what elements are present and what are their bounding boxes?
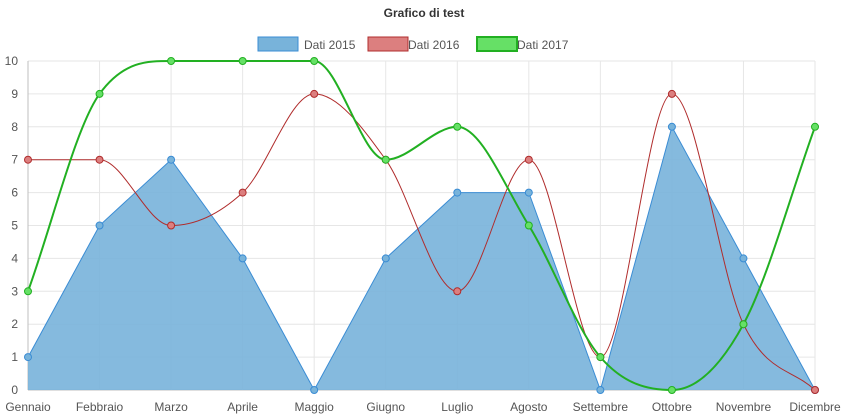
x-tick-label: Ottobre xyxy=(652,400,692,414)
series-dati-2016-line xyxy=(28,93,816,391)
legend-label: Dati 2015 xyxy=(304,38,356,52)
legend-label: Dati 2016 xyxy=(408,38,460,52)
x-tick-label: Novembre xyxy=(716,400,772,414)
series-dati-2015-point[interactable] xyxy=(667,122,676,131)
series-dati-2015-point[interactable] xyxy=(524,188,533,197)
series-dati-2016-point[interactable] xyxy=(24,155,32,164)
series-dati-2017-line xyxy=(27,59,816,392)
x-tick-label: Luglio xyxy=(441,400,473,414)
legend-item-dati-2015[interactable]: Dati 2015 xyxy=(257,36,356,52)
y-tick-label: 4 xyxy=(11,251,18,265)
series-dati-2017-point[interactable] xyxy=(310,57,319,65)
legend-label: Dati 2017 xyxy=(517,38,569,52)
series-dati-2015-point[interactable] xyxy=(381,254,390,263)
y-tick-label: 8 xyxy=(11,120,18,134)
x-tick-label: Maggio xyxy=(295,400,335,414)
series-dati-2016-point[interactable] xyxy=(167,221,176,230)
y-tick-label: 5 xyxy=(11,219,18,233)
series-dati-2017-point[interactable] xyxy=(739,320,748,329)
series-dati-2015-point[interactable] xyxy=(453,188,462,197)
x-tick-label: Aprile xyxy=(227,400,258,414)
y-tick-label: 9 xyxy=(11,87,18,101)
series-dati-2017-point[interactable] xyxy=(381,155,390,164)
legend-swatch xyxy=(367,36,409,52)
x-tick-label: Settembre xyxy=(573,400,629,414)
series-dati-2017-point[interactable] xyxy=(667,386,676,394)
x-tick-label: Dicembre xyxy=(789,400,841,414)
series-dati-2016-point[interactable] xyxy=(453,287,462,296)
y-tick-label: 0 xyxy=(11,383,18,397)
legend-item-dati-2016[interactable]: Dati 2016 xyxy=(367,36,460,52)
series-dati-2017-point[interactable] xyxy=(167,57,176,65)
y-tick-label: 10 xyxy=(5,54,19,68)
series-dati-2017-point[interactable] xyxy=(95,89,104,98)
legend-swatch xyxy=(476,36,518,52)
x-tick-label: Giugno xyxy=(366,400,405,414)
series-dati-2015-point[interactable] xyxy=(310,386,319,394)
x-tick-label: Gennaio xyxy=(5,400,51,414)
series-dati-2017-point[interactable] xyxy=(524,221,533,230)
y-tick-label: 1 xyxy=(11,350,18,364)
series-dati-2017-point[interactable] xyxy=(453,122,462,131)
x-tick-label: Agosto xyxy=(510,400,548,414)
series-dati-2015-area xyxy=(28,126,815,391)
series-dati-2017-point[interactable] xyxy=(238,57,247,65)
y-tick-label: 7 xyxy=(11,153,18,167)
legend-swatch xyxy=(257,36,299,52)
series-dati-2016-point[interactable] xyxy=(667,89,676,98)
series-dati-2017-point[interactable] xyxy=(24,287,32,296)
series-dati-2016-point[interactable] xyxy=(95,155,104,164)
x-tick-label: Febbraio xyxy=(76,400,124,414)
series-dati-2015-point[interactable] xyxy=(596,386,605,394)
y-tick-label: 6 xyxy=(11,186,18,200)
series-dati-2016-point[interactable] xyxy=(310,89,319,98)
x-tick-label: Marzo xyxy=(154,400,188,414)
series-dati-2017-point[interactable] xyxy=(596,353,605,362)
series-dati-2016-point[interactable] xyxy=(524,155,533,164)
series-dati-2016-point[interactable] xyxy=(238,188,247,197)
series-dati-2015-point[interactable] xyxy=(238,254,247,263)
series-dati-2017-point[interactable] xyxy=(811,122,819,131)
series-dati-2015-line xyxy=(27,125,816,392)
y-tick-label: 2 xyxy=(11,317,18,331)
series-dati-2016-point[interactable] xyxy=(811,386,819,394)
series-dati-2015-point[interactable] xyxy=(739,254,748,263)
y-tick-label: 3 xyxy=(11,284,18,298)
legend-item-dati-2017[interactable]: Dati 2017 xyxy=(476,36,569,52)
series-dati-2015-point[interactable] xyxy=(95,221,104,230)
chart-title: Grafico di test xyxy=(384,6,465,20)
series-dati-2015-point[interactable] xyxy=(24,353,32,362)
series-dati-2015-point[interactable] xyxy=(167,155,176,164)
